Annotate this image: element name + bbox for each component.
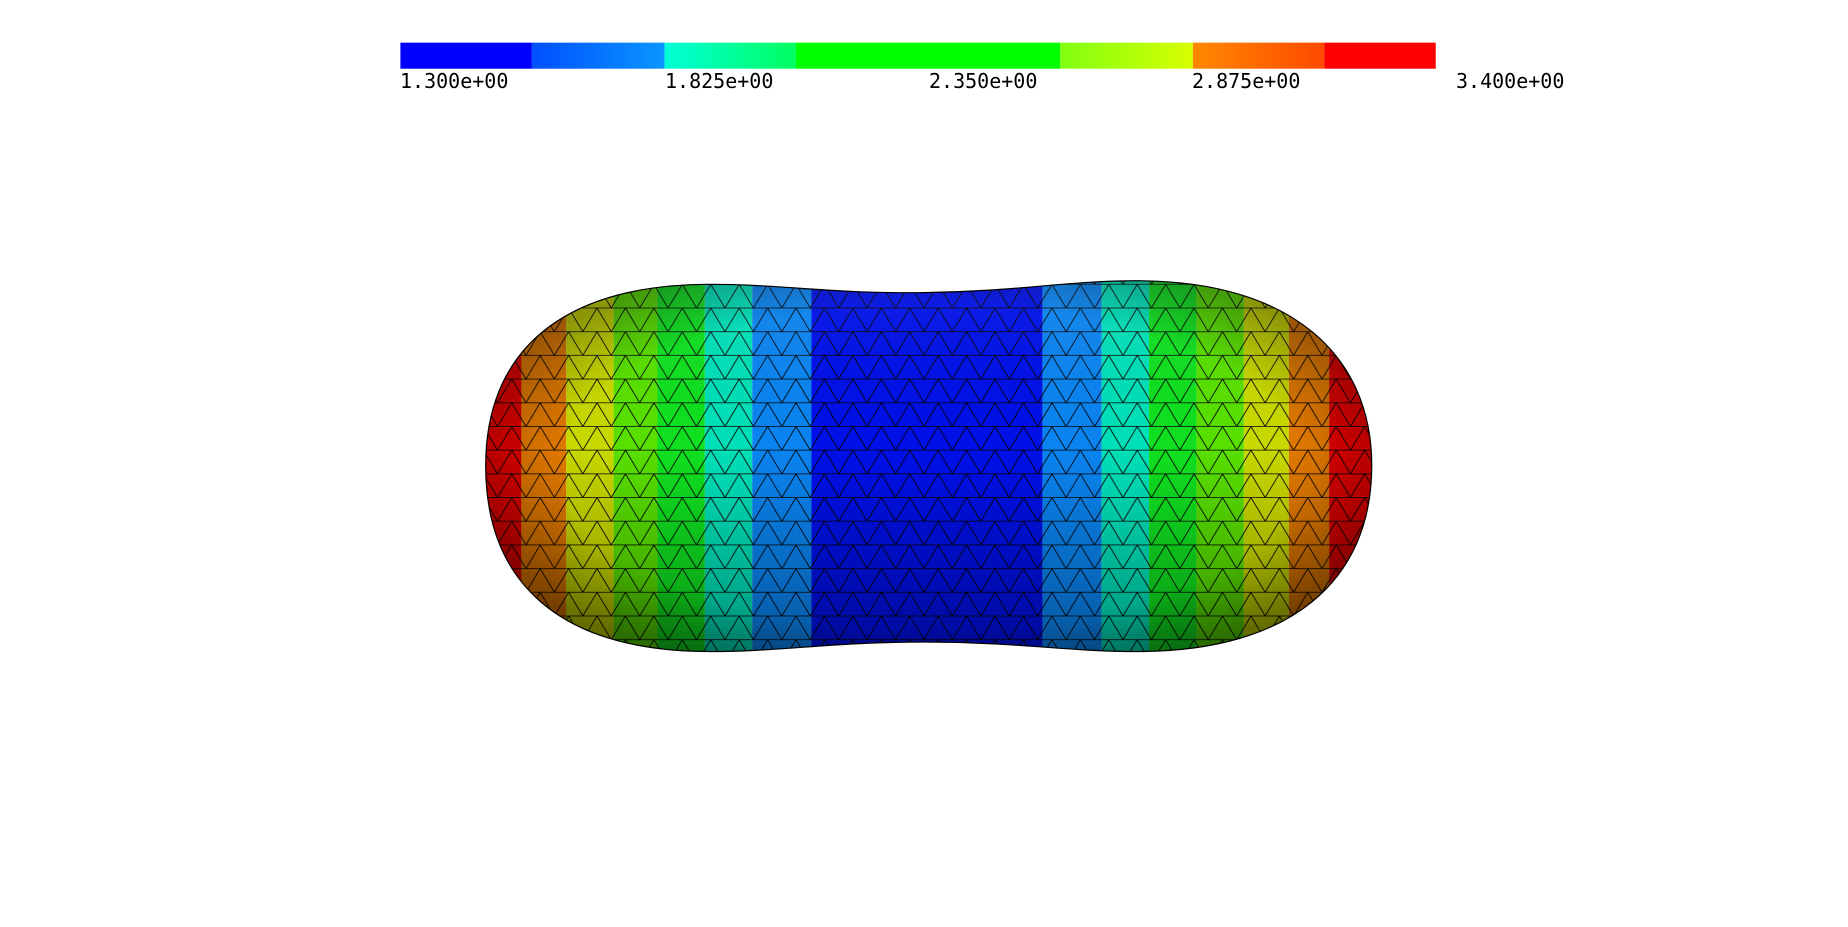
colorbar-segment — [1192, 42, 1325, 69]
colorbar-segment — [796, 42, 1061, 69]
colorbar-label: 1.825e+00 — [665, 69, 773, 93]
colorbar-segment — [664, 42, 797, 69]
colorbar-label: 2.875e+00 — [1192, 69, 1300, 93]
colorbar-label: 1.300e+00 — [400, 69, 508, 93]
colorbar-segment — [400, 42, 532, 69]
colorbar-segment — [531, 42, 665, 69]
colorbar — [400, 42, 1436, 69]
colorbar-label: 2.350e+00 — [929, 69, 1037, 93]
colorbar-label: 3.400e+00 — [1456, 69, 1564, 93]
mesh-surface — [485, 280, 1373, 653]
colorbar-segment — [1324, 42, 1436, 69]
colorbar-segment — [1060, 42, 1193, 69]
